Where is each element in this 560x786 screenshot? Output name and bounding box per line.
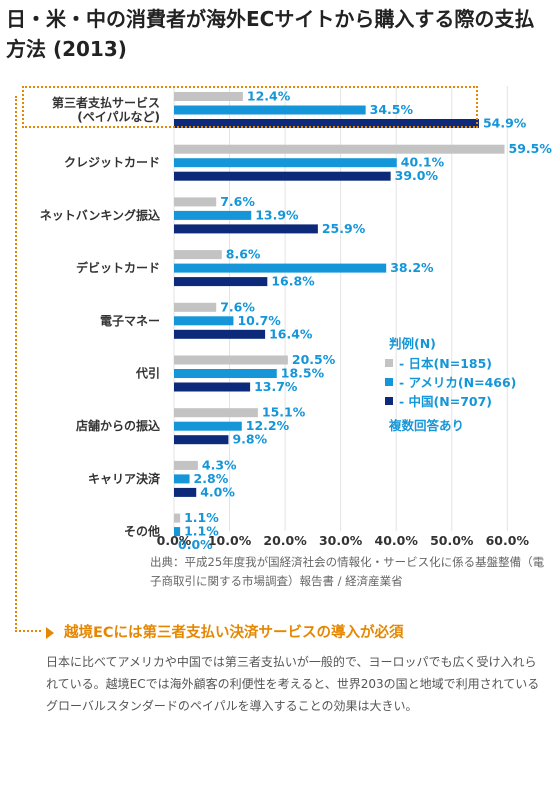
bar — [174, 158, 397, 168]
bar — [174, 369, 277, 378]
x-tick-label: 0.0% — [157, 533, 192, 548]
x-tick-label: 10.0% — [208, 533, 252, 548]
x-tick-label: 60.0% — [486, 533, 530, 548]
bar — [174, 210, 252, 220]
bar — [174, 355, 288, 365]
category-label: デビットカード — [76, 260, 160, 275]
legend-swatch — [385, 359, 393, 367]
category-label: クレジットカード — [64, 156, 160, 170]
category-label: 店舗からの振込 — [76, 418, 160, 433]
data-label: 12.4% — [247, 89, 291, 104]
data-label: 40.1% — [401, 155, 445, 170]
legend-item: - 日本(N=185) — [399, 356, 492, 371]
data-label: 38.2% — [390, 260, 434, 275]
bar-chart: 第三者支払サービス(ペイパルなど) 12.4% 34.5% 54.9% クレジットカード… — [40, 86, 553, 551]
data-label: 13.7% — [254, 379, 298, 394]
category-label: (ペイパルなど) — [77, 110, 160, 124]
bar — [174, 119, 479, 128]
bar — [174, 329, 266, 339]
bar — [174, 105, 366, 115]
x-tick-label: 20.0% — [263, 533, 307, 548]
arrow-right-icon — [46, 627, 54, 639]
x-tick-label: 50.0% — [430, 533, 474, 548]
legend-swatch — [385, 397, 393, 405]
legend-swatch — [385, 378, 393, 386]
data-label: 10.7% — [237, 313, 281, 328]
data-label: 4.3% — [202, 457, 237, 472]
data-label: 54.9% — [483, 116, 527, 131]
data-label: 1.1% — [184, 510, 219, 525]
data-label: 0.0% — [178, 537, 213, 551]
data-label: 7.6% — [220, 299, 255, 314]
legend-title: 判例(N) — [389, 336, 436, 351]
legend-item: - アメリカ(N=466) — [399, 375, 516, 390]
data-label: 59.5% — [509, 141, 553, 156]
category-label: キャリア決済 — [88, 471, 161, 486]
source-note: 出典：平成25年度我が国経済社会の情報化・サービス化に係る基盤整備（電子商取引に… — [150, 555, 545, 588]
category-label: その他 — [124, 524, 160, 539]
data-label: 13.9% — [255, 207, 299, 222]
bar — [174, 144, 505, 154]
data-label: 18.5% — [281, 366, 325, 381]
bar — [174, 527, 181, 537]
bar — [174, 382, 251, 392]
callout-text: 越境ECには第三者支払い決済サービスの導入が必須 — [64, 625, 404, 641]
bar — [174, 435, 229, 445]
bar — [174, 302, 217, 312]
chart-title: 日・米・中の消費者が海外ECサイトから購入する際の支払方法 (2013) — [6, 7, 535, 61]
highlight-box — [22, 86, 478, 128]
data-label: 12.2% — [246, 418, 290, 433]
bar — [174, 250, 222, 260]
x-tick-label: 40.0% — [375, 533, 419, 548]
bar — [174, 487, 197, 497]
bar — [174, 277, 268, 287]
bar — [174, 421, 242, 431]
bar — [174, 460, 198, 470]
data-label: 34.5% — [370, 102, 414, 117]
data-label: 7.6% — [220, 194, 255, 209]
legend-note: 複数回答あり — [388, 418, 464, 433]
bar — [174, 263, 387, 273]
data-label: 15.1% — [262, 405, 306, 420]
data-label: 16.8% — [271, 274, 315, 289]
body-paragraph: 日本に比べてアメリカや中国では第三者支払いが一般的で、ヨーロッパでも広く受け入れ… — [46, 655, 540, 713]
legend-item: - 中国(N=707) — [399, 394, 492, 409]
data-label: 4.0% — [200, 484, 235, 499]
bar — [174, 408, 258, 418]
data-label: 39.0% — [395, 168, 439, 183]
category-label: 第三者支払サービス — [52, 95, 160, 110]
bar — [174, 513, 181, 523]
bar — [174, 92, 243, 101]
category-label: 代引 — [135, 366, 160, 381]
data-label: 2.8% — [194, 471, 229, 486]
bar — [174, 197, 217, 207]
data-label: 9.8% — [232, 432, 267, 447]
bar — [174, 171, 391, 181]
data-label: 16.4% — [269, 326, 313, 341]
data-label: 1.1% — [184, 524, 219, 539]
data-label: 20.5% — [292, 352, 336, 367]
bar — [174, 474, 190, 484]
data-label: 25.9% — [322, 221, 366, 236]
bar — [174, 224, 318, 234]
x-tick-label: 30.0% — [319, 533, 363, 548]
callout-connector-vertical — [15, 96, 17, 632]
category-label: 電子マネー — [100, 314, 160, 328]
bar — [174, 316, 234, 326]
callout-connector-horizontal — [15, 630, 41, 632]
data-label: 8.6% — [226, 247, 261, 262]
callout-heading: 越境ECには第三者支払い決済サービスの導入が必須 — [46, 621, 551, 642]
category-label: ネットバンキング振込 — [40, 207, 160, 222]
